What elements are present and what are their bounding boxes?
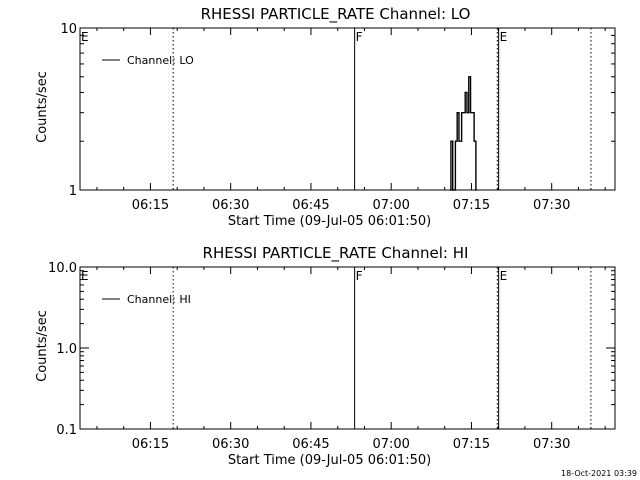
plot-frame [79, 266, 616, 430]
legend-label: Channel: LO [127, 54, 194, 67]
event-marker-label: E [81, 30, 89, 44]
event-marker-label: F [356, 269, 363, 283]
x-tick-label: 06:15 [132, 437, 169, 452]
event-marker-label: E [500, 269, 508, 283]
y-tick-label: 10 [60, 22, 77, 37]
y-axis-label: Counts/sec [35, 310, 50, 382]
y-tick-label: 0.1 [56, 423, 77, 438]
chart-panel-1: RHESSI PARTICLE_RATE Channel: LO 06:15 06:… [35, 5, 616, 229]
x-tick-label: 07:15 [453, 198, 490, 213]
x-tick-label: 07:00 [372, 437, 409, 452]
x-tick-label: 06:30 [212, 437, 249, 452]
x-tick-label: 07:30 [533, 437, 570, 452]
plot-frame [79, 27, 616, 191]
x-tick-label: 07:30 [533, 198, 570, 213]
event-marker-label: E [81, 269, 89, 283]
x-tick-label: 07:00 [372, 198, 409, 213]
event-marker-label: F [356, 30, 363, 44]
y-axis-label: Counts/sec [35, 71, 50, 143]
legend-label: Channel: HI [127, 293, 191, 306]
y-tick-label: 1.0 [56, 342, 77, 357]
event-marker-label: E [500, 30, 508, 44]
series-line [450, 76, 477, 191]
y-tick-label: 1 [69, 184, 77, 199]
x-axis-label: Start Time (09-Jul-05 06:01:50) [228, 453, 431, 468]
x-tick-label: 06:15 [132, 198, 169, 213]
y-tick-label: 10.0 [48, 261, 77, 276]
chart-title: RHESSI PARTICLE_RATE Channel: HI [203, 244, 469, 263]
chart-panel-2: RHESSI PARTICLE_RATE Channel: HI 06:15 06:… [35, 244, 616, 468]
x-tick-label: 06:45 [292, 437, 329, 452]
x-tick-label: 06:30 [212, 198, 249, 213]
x-axis-label: Start Time (09-Jul-05 06:01:50) [228, 214, 431, 229]
x-tick-label: 07:15 [453, 437, 490, 452]
x-tick-label: 06:45 [292, 198, 329, 213]
chart-title: RHESSI PARTICLE_RATE Channel: LO [201, 5, 471, 24]
footer-timestamp: 18-Oct-2021 03:39 [561, 469, 637, 478]
